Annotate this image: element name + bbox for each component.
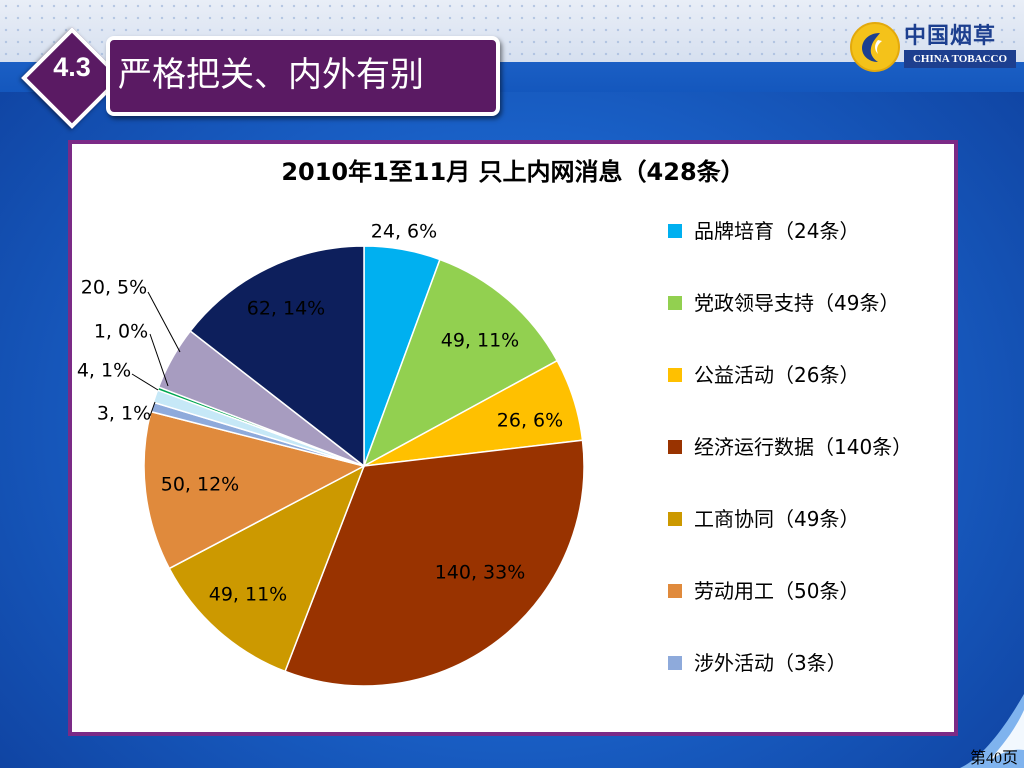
- legend-label: 工商协同（49条）: [694, 507, 860, 531]
- pie-slice: [143, 410, 367, 570]
- data-label-leader-line: [147, 291, 181, 353]
- legend-swatch: [668, 656, 682, 670]
- data-label: 62, 14%: [247, 298, 326, 320]
- data-label: 50, 12%: [161, 474, 240, 496]
- legend-swatch: [668, 440, 682, 454]
- data-label: 4, 1%: [77, 360, 131, 382]
- data-label-leader-line: [131, 373, 159, 391]
- legend-swatch: [668, 296, 682, 310]
- logo-name-cn: 中国烟草: [904, 24, 997, 49]
- legend-label: 党政领导支持（49条）: [694, 291, 900, 315]
- legend-label: 品牌培育（24条）: [694, 219, 860, 243]
- pie-slice: [189, 245, 365, 468]
- data-label: 26, 6%: [497, 410, 563, 432]
- legend-swatch: [668, 584, 682, 598]
- legend-label: 涉外活动（3条）: [694, 651, 847, 675]
- chart-title: 2010年1至11月 只上内网消息（428条）: [281, 158, 745, 186]
- legend-label: 经济运行数据（140条）: [694, 435, 913, 459]
- data-label: 140, 33%: [435, 562, 526, 584]
- pie-slice: [168, 464, 366, 673]
- data-label: 20, 5%: [81, 277, 147, 299]
- data-label: 24, 6%: [371, 221, 437, 243]
- pie-slice: [362, 258, 559, 468]
- logo-name-en: CHINA TOBACCO: [904, 50, 1016, 68]
- data-label: 49, 11%: [209, 584, 288, 606]
- data-label: 1, 0%: [94, 321, 148, 343]
- legend-label: 公益活动（26条）: [694, 363, 860, 387]
- page-number: 第40页: [969, 750, 1018, 767]
- data-label: 3, 1%: [97, 403, 151, 425]
- legend-swatch: [668, 368, 682, 382]
- title-box: [106, 36, 500, 116]
- data-label: 49, 11%: [441, 330, 520, 352]
- data-label-leader-line: [149, 401, 156, 417]
- legend-swatch: [668, 512, 682, 526]
- slide-title: 严格把关、内外有别: [118, 55, 424, 95]
- china-tobacco-logo-icon: [850, 22, 900, 72]
- legend-swatch: [668, 224, 682, 238]
- pie-slice: [284, 439, 585, 687]
- page-curl-decoration: [960, 694, 1024, 768]
- logo-emblem-icon: [862, 33, 882, 62]
- section-number: 4.3: [53, 52, 91, 82]
- data-label-leader-line: [149, 333, 169, 387]
- legend-label: 劳动用工（50条）: [694, 579, 860, 603]
